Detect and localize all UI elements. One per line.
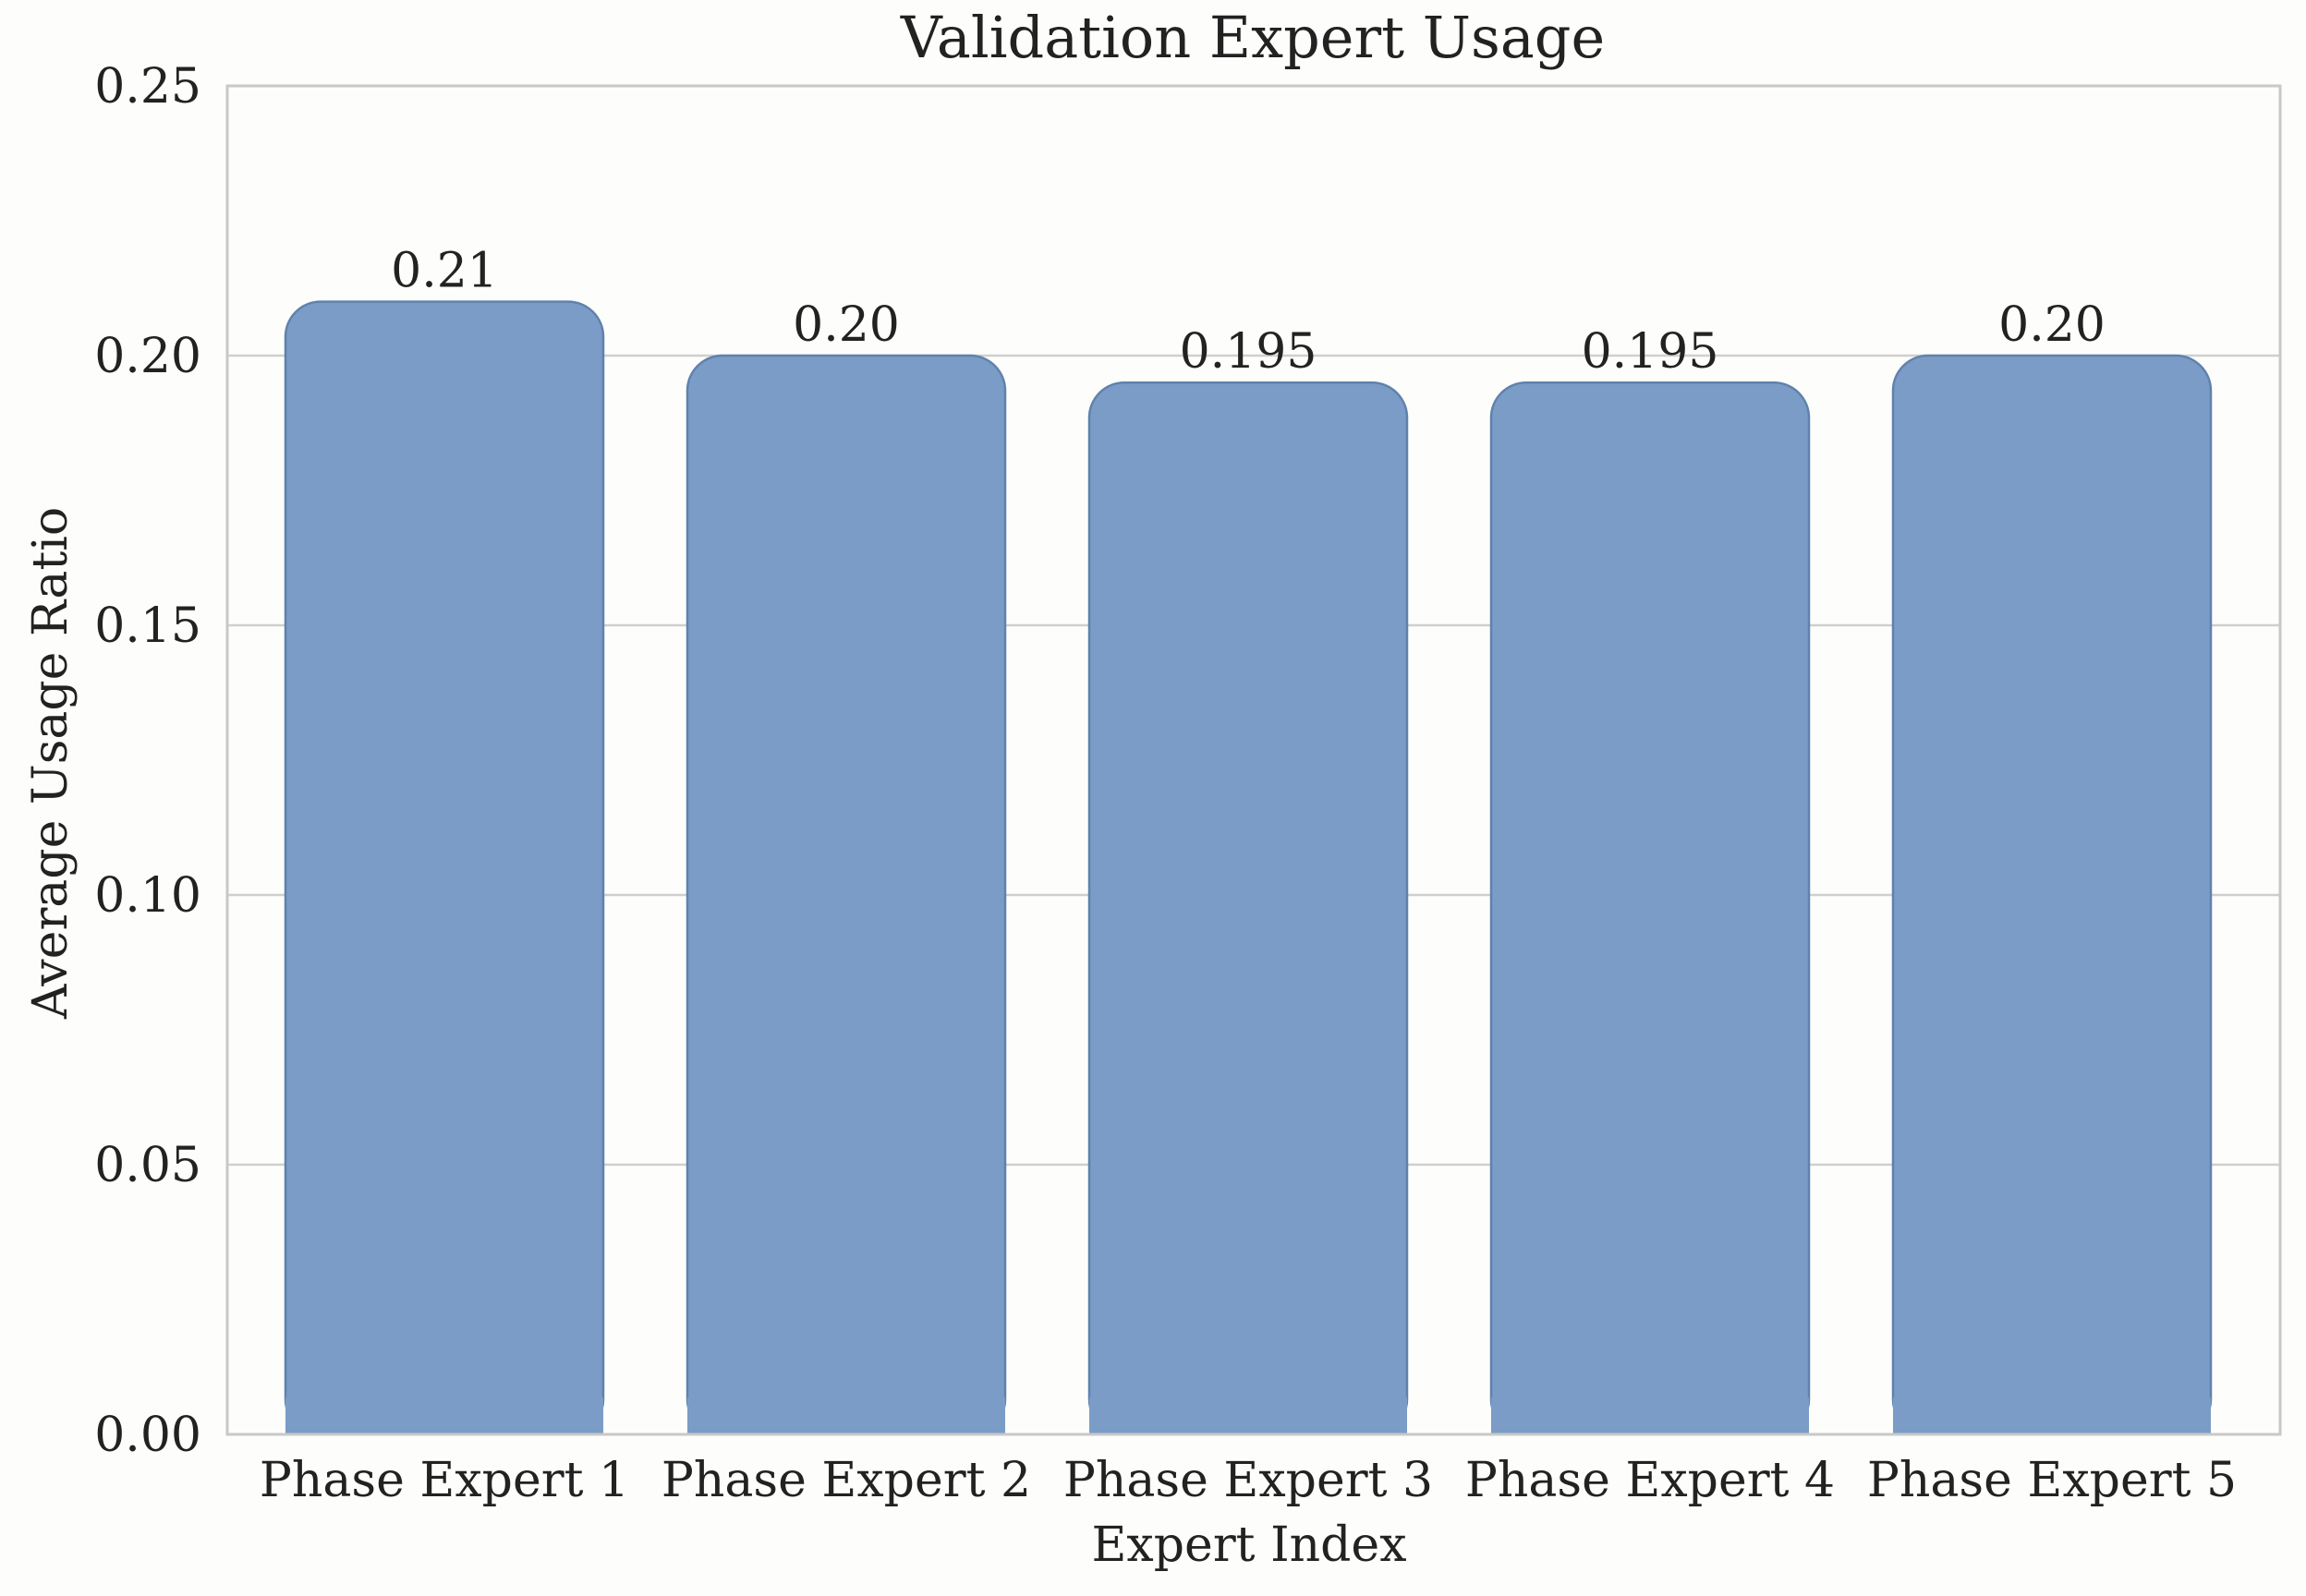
bar-5 (1891, 354, 2213, 1436)
chart-title: Validation Expert Usage (900, 4, 1605, 71)
bar-value-label: 0.20 (1998, 297, 2106, 353)
y-tick-label: 0.05 (94, 1138, 201, 1193)
bar-value-label: 0.21 (391, 244, 498, 299)
bar-3 (1087, 381, 1409, 1436)
bar-value-label: 0.195 (1180, 324, 1317, 380)
x-tick-labels: Phase Expert 1 Phase Expert 2 Phase Expert… (260, 1453, 2237, 1508)
bar-5-base (1893, 1397, 2211, 1434)
bar-4-base (1491, 1397, 1809, 1434)
x-tick-label: Phase Expert 2 (661, 1453, 1031, 1508)
y-tick-label: 0.15 (94, 598, 201, 654)
y-tick-label: 0.00 (94, 1408, 201, 1463)
bar-value-label: 0.195 (1582, 324, 1719, 380)
x-tick-label: Phase Expert 3 (1063, 1453, 1433, 1508)
bars (284, 300, 2213, 1436)
x-tick-label: Phase Expert 5 (1867, 1453, 2237, 1508)
y-tick-labels: 0.00 0.05 0.10 0.15 0.20 0.25 (94, 59, 201, 1463)
y-tick-label: 0.20 (94, 329, 201, 384)
plot-frame (225, 84, 2282, 1436)
x-axis-label: Expert Index (1091, 1517, 1406, 1573)
bar-value-label: 0.20 (793, 297, 900, 353)
bar-1 (284, 300, 605, 1436)
bar-2 (686, 354, 1007, 1436)
y-tick-label: 0.10 (94, 868, 201, 924)
y-axis-label: Average Usage Ratio (23, 507, 79, 1020)
x-tick-label: Phase Expert 4 (1465, 1453, 1835, 1508)
x-tick-label: Phase Expert 1 (260, 1453, 629, 1508)
y-tick-label: 0.25 (94, 59, 201, 115)
bar-4 (1489, 381, 1811, 1436)
bar-1-base (285, 1397, 603, 1434)
bar-value-labels: 0.21 0.20 0.195 0.195 0.20 (391, 244, 2106, 381)
bar-2-base (687, 1397, 1005, 1434)
bar-3-base (1089, 1397, 1407, 1434)
